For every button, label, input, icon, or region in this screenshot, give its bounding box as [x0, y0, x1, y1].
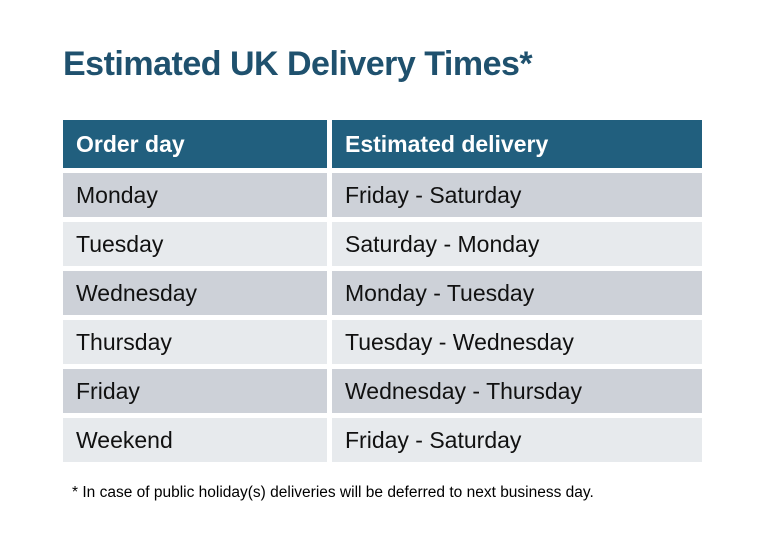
table-cell-estimated-delivery: Saturday - Monday	[332, 222, 702, 266]
table-cell-order-day: Weekend	[63, 418, 327, 462]
table-cell-order-day: Monday	[63, 173, 327, 217]
column-header-order-day: Order day	[63, 120, 327, 168]
page-title: Estimated UK Delivery Times*	[63, 45, 533, 83]
table-cell-estimated-delivery: Monday - Tuesday	[332, 271, 702, 315]
delivery-table: Order day Estimated delivery Monday Frid…	[63, 120, 702, 462]
table-cell-order-day: Wednesday	[63, 271, 327, 315]
footnote: * In case of public holiday(s) deliverie…	[72, 484, 594, 501]
table-cell-estimated-delivery: Tuesday - Wednesday	[332, 320, 702, 364]
column-header-estimated-delivery: Estimated delivery	[332, 120, 702, 168]
table-cell-estimated-delivery: Wednesday - Thursday	[332, 369, 702, 413]
table-cell-order-day: Tuesday	[63, 222, 327, 266]
table-cell-order-day: Thursday	[63, 320, 327, 364]
table-cell-order-day: Friday	[63, 369, 327, 413]
table-cell-estimated-delivery: Friday - Saturday	[332, 173, 702, 217]
table-cell-estimated-delivery: Friday - Saturday	[332, 418, 702, 462]
